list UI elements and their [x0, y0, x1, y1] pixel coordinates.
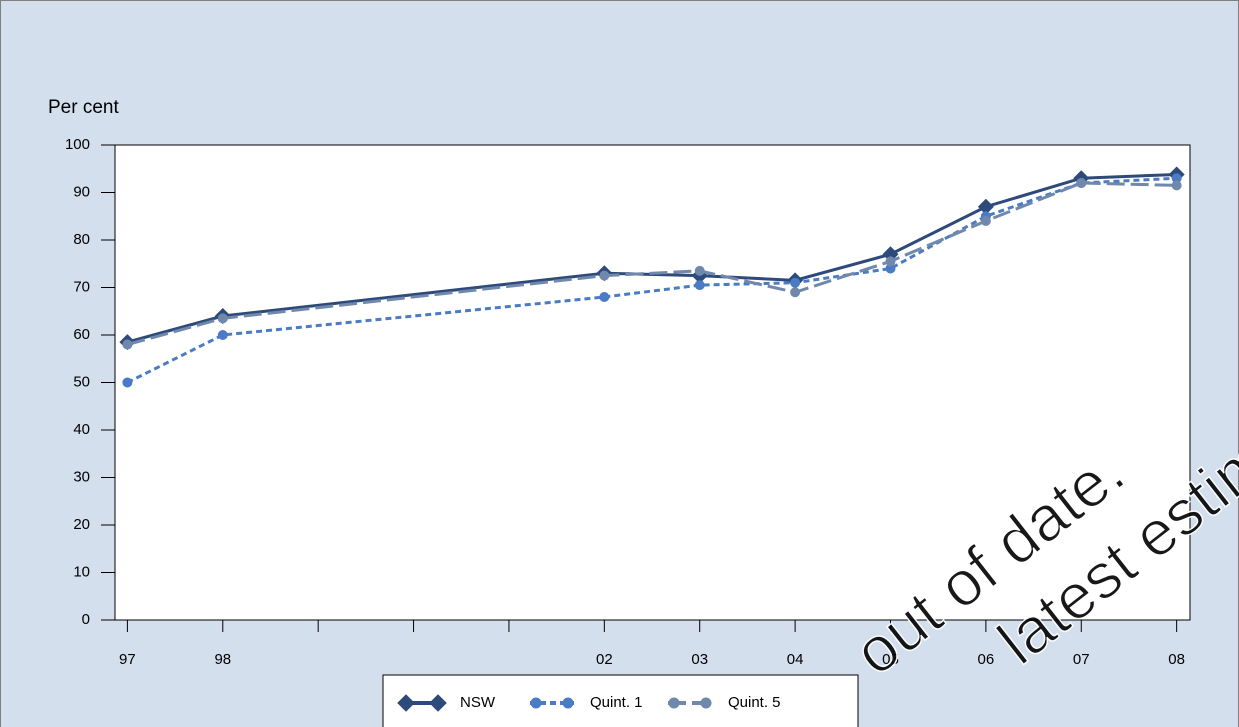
marker: [980, 216, 991, 226]
marker: [700, 697, 712, 709]
x-tick-label: 05: [882, 651, 899, 668]
marker: [217, 330, 228, 340]
marker: [1076, 178, 1087, 188]
marker: [885, 263, 896, 274]
legend-label: Quint. 1: [590, 694, 643, 711]
marker: [599, 270, 610, 281]
y-tick-label: 90: [73, 183, 90, 200]
y-tick-label: 0: [82, 611, 90, 628]
marker: [122, 377, 133, 388]
y-tick-label: 10: [73, 563, 90, 580]
marker: [1171, 180, 1182, 191]
marker: [217, 313, 228, 324]
legend-box: [382, 674, 859, 727]
legend-label: NSW: [460, 694, 496, 711]
marker: [562, 697, 574, 709]
marker: [397, 694, 415, 712]
marker: [694, 265, 705, 276]
marker: [977, 198, 994, 215]
marker: [1171, 173, 1182, 184]
y-tick-label: 20: [73, 516, 90, 533]
marker: [885, 256, 896, 267]
y-tick-label: 70: [73, 278, 90, 295]
y-tick-label: 100: [65, 136, 90, 153]
marker: [599, 292, 610, 302]
x-tick-label: 03: [691, 651, 708, 668]
legend-label: Quint. 5: [728, 694, 781, 711]
marker: [694, 280, 705, 291]
x-tick-label: 98: [214, 651, 231, 668]
y-tick-label: 30: [73, 468, 90, 485]
marker: [530, 697, 542, 709]
y-tick-label: 40: [73, 421, 90, 438]
y-axis-label: Per cent: [48, 97, 119, 118]
y-tick-label: 60: [73, 326, 90, 343]
x-tick-label: 04: [787, 651, 804, 668]
x-tick-label: 07: [1073, 651, 1090, 668]
marker: [790, 277, 801, 288]
legend: NSW Quint. 1 Quint. 5: [382, 674, 859, 727]
x-tick-label: 08: [1168, 651, 1185, 668]
marker: [668, 697, 680, 709]
y-tick-label: 50: [73, 373, 90, 390]
marker: [429, 694, 447, 712]
x-tick-label: 02: [596, 651, 613, 668]
x-tick-label: 97: [119, 651, 136, 668]
x-tick-label: 06: [978, 651, 995, 668]
y-tick-label: 80: [73, 231, 90, 248]
plot-area: [114, 144, 1191, 621]
marker: [790, 287, 801, 298]
marker: [122, 339, 133, 350]
